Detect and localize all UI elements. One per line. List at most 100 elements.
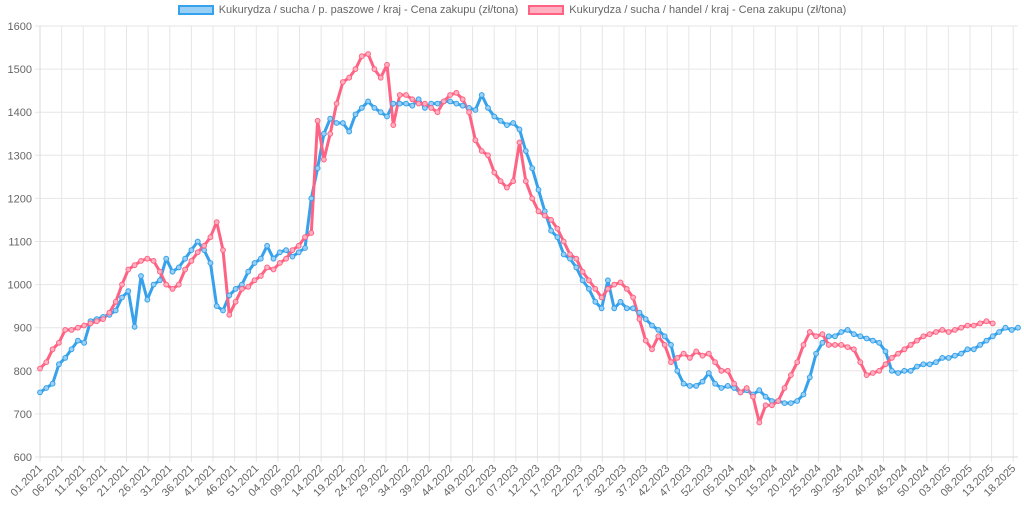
series-1-point[interactable] (964, 322, 971, 329)
series-1-point[interactable] (232, 298, 239, 305)
series-0-point[interactable] (43, 385, 50, 391)
series-0-point[interactable] (630, 305, 636, 312)
series-0-point[interactable] (529, 165, 536, 172)
series-0-point[interactable] (276, 249, 283, 256)
series-1-point[interactable] (220, 247, 226, 254)
series-0-point[interactable] (220, 307, 226, 314)
series-0-point[interactable] (560, 251, 567, 258)
series-1-point[interactable] (169, 286, 176, 292)
series-1-point[interactable] (876, 367, 883, 374)
series-0-point[interactable] (409, 102, 416, 109)
series-0-point[interactable] (144, 296, 151, 303)
series-0-point[interactable] (642, 316, 649, 323)
series-0-point[interactable] (403, 100, 409, 107)
series-0-point[interactable] (497, 117, 504, 124)
series-1-point[interactable] (485, 152, 491, 159)
series-1-point[interactable] (813, 333, 819, 340)
series-0-point[interactable] (308, 195, 315, 202)
series-1-point[interactable] (870, 370, 876, 376)
series-0-point[interactable] (832, 333, 838, 340)
series-1-point[interactable] (510, 178, 517, 185)
series-1-point[interactable] (573, 255, 580, 262)
series-0-point[interactable] (977, 342, 983, 348)
series-1-point[interactable] (327, 130, 334, 137)
series-1-point[interactable] (863, 372, 870, 379)
series-0-point[interactable] (1008, 327, 1015, 333)
series-1-point[interactable] (62, 327, 69, 333)
series-1-point[interactable] (933, 329, 939, 335)
series-1-point[interactable] (838, 342, 845, 348)
series-1-point[interactable] (800, 342, 807, 348)
series-1-point[interactable] (87, 320, 94, 327)
series-1-point[interactable] (756, 419, 763, 426)
series-1-point[interactable] (207, 234, 214, 241)
series-1-point[interactable] (693, 348, 700, 355)
series-0-point[interactable] (605, 277, 611, 284)
series-0-point[interactable] (724, 383, 731, 389)
series-1-point[interactable] (308, 230, 315, 236)
series-1-point[interactable] (403, 92, 409, 98)
series-0-point[interactable] (674, 367, 681, 374)
series-0-point[interactable] (371, 105, 378, 111)
series-1-point[interactable] (131, 262, 138, 269)
series-1-point[interactable] (257, 273, 264, 279)
series-1-point[interactable] (371, 66, 378, 72)
series-1-point[interactable] (68, 327, 75, 333)
series-0-point[interactable] (623, 305, 630, 312)
series-1-point[interactable] (914, 337, 920, 344)
series-0-point[interactable] (870, 337, 876, 344)
series-1-point[interactable] (939, 327, 946, 333)
series-1-point[interactable] (605, 286, 611, 292)
series-0-point[interactable] (270, 255, 277, 262)
series-1-point[interactable] (497, 178, 504, 185)
series-1-point[interactable] (579, 268, 586, 275)
series-1-point[interactable] (251, 277, 258, 284)
series-1-point[interactable] (529, 195, 536, 202)
series-1-point[interactable] (302, 234, 308, 241)
series-1-point[interactable] (586, 277, 592, 284)
series-1-point[interactable] (144, 255, 151, 262)
series-0-point[interactable] (668, 342, 674, 348)
series-1-point[interactable] (478, 148, 485, 154)
series-0-point[interactable] (289, 253, 296, 260)
series-0-point[interactable] (226, 292, 233, 299)
series-0-point[interactable] (851, 331, 857, 338)
series-0-point[interactable] (914, 363, 920, 370)
series-0-point[interactable] (844, 327, 851, 333)
series-1-point[interactable] (440, 98, 447, 105)
series-1-point[interactable] (844, 344, 851, 351)
series-1-point[interactable] (699, 352, 706, 359)
series-1-point[interactable] (276, 260, 283, 266)
series-0-point[interactable] (321, 130, 327, 137)
series-1-point[interactable] (459, 96, 466, 103)
series-1-point[interactable] (705, 350, 712, 357)
series-0-point[interactable] (920, 361, 927, 368)
series-0-point[interactable] (989, 333, 996, 340)
series-0-point[interactable] (283, 247, 290, 254)
series-0-point[interactable] (1015, 324, 1021, 331)
series-0-point[interactable] (56, 361, 62, 368)
series-0-point[interactable] (548, 227, 554, 234)
series-0-point[interactable] (377, 109, 384, 116)
series-0-point[interactable] (472, 107, 479, 113)
series-0-point[interactable] (699, 378, 706, 385)
series-1-point[interactable] (384, 61, 390, 68)
series-1-point[interactable] (901, 346, 908, 353)
series-1-point[interactable] (718, 367, 725, 374)
series-0-point[interactable] (37, 389, 43, 396)
series-0-point[interactable] (504, 122, 510, 128)
series-1-point[interactable] (43, 359, 50, 366)
series-0-point[interactable] (586, 286, 592, 292)
series-0-point[interactable] (964, 346, 971, 353)
series-0-point[interactable] (81, 339, 88, 346)
series-0-point[interactable] (384, 113, 390, 120)
series-0-point[interactable] (655, 327, 662, 333)
series-0-point[interactable] (182, 255, 189, 262)
series-1-point[interactable] (377, 74, 384, 81)
series-1-point[interactable] (163, 281, 170, 288)
legend-item-feed-corn[interactable]: Kukurydza / sucha / p. paszowe / kraj - … (177, 4, 518, 16)
series-0-point[interactable] (718, 385, 725, 391)
series-1-point[interactable] (794, 359, 801, 366)
series-0-point[interactable] (112, 307, 119, 314)
series-1-point[interactable] (472, 137, 479, 144)
